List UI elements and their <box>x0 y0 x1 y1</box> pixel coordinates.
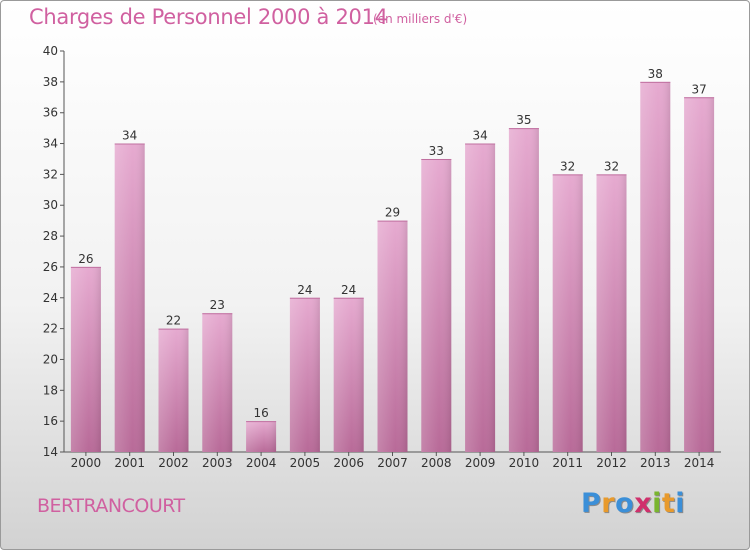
x-tick-label: 2000 <box>71 456 102 470</box>
bar-shade <box>552 174 583 452</box>
data-label: 26 <box>78 252 93 266</box>
x-tick-label: 2010 <box>509 456 540 470</box>
data-label: 37 <box>691 82 706 96</box>
data-label: 38 <box>648 67 663 81</box>
bars <box>70 81 715 453</box>
labels: 26 34 22 23 16 24 24 29 33 34 35 32 32 38 37 <box>78 67 706 420</box>
x-tick-label: 2003 <box>202 456 233 470</box>
x-tick-label: 2007 <box>377 456 408 470</box>
data-label: 24 <box>341 283 356 297</box>
logo-letter: t <box>661 488 676 519</box>
y-tick-label: 16 <box>43 414 58 428</box>
y-tick-label: 32 <box>43 167 58 181</box>
data-label: 16 <box>253 406 268 420</box>
logo-letter: i <box>652 488 662 519</box>
data-label: 24 <box>297 283 312 297</box>
data-label: 34 <box>472 129 487 143</box>
y-tick-label: 20 <box>43 352 58 366</box>
x-tick-label: 2009 <box>465 456 496 470</box>
bar-shade <box>421 158 452 452</box>
data-label: 29 <box>385 206 400 220</box>
bar-shade <box>640 81 671 452</box>
data-label: 22 <box>166 314 181 328</box>
bar-shade <box>333 297 364 452</box>
city-name: BERTRANCOURT <box>37 495 185 517</box>
axes: 14 16 18 20 22 24 26 28 30 32 34 36 38 40 2000 2001 2002… <box>43 44 721 470</box>
x-tick-label: 2004 <box>246 456 277 470</box>
logo-letter: x <box>634 488 653 519</box>
bar-shade <box>596 174 627 452</box>
y-tick-label: 28 <box>43 229 58 243</box>
y-tick-label: 26 <box>43 260 58 274</box>
x-tick-label: 2002 <box>158 456 189 470</box>
proxiti-logo: Proxiti <box>581 488 685 519</box>
bar-shade <box>246 421 277 452</box>
x-tick-label: 2005 <box>290 456 321 470</box>
x-tick-label: 2013 <box>640 456 671 470</box>
bar-shade <box>202 313 233 452</box>
bar-shade <box>289 297 320 452</box>
x-tick-label: 2006 <box>333 456 364 470</box>
data-label: 32 <box>604 159 619 173</box>
bar-shade <box>684 97 715 453</box>
bar-shade <box>114 143 145 453</box>
chart-subtitle: (en milliers d'€) <box>373 12 468 26</box>
data-label: 32 <box>560 159 575 173</box>
x-tick-label: 2011 <box>552 456 583 470</box>
bar-shade <box>465 143 496 453</box>
y-tick-label: 18 <box>43 383 58 397</box>
x-tick-label: 2014 <box>684 456 715 470</box>
y-tick-label: 24 <box>43 291 58 305</box>
chart-title: Charges de Personnel 2000 à 2014 <box>29 5 388 29</box>
data-label: 33 <box>429 144 444 158</box>
bar-shade <box>377 220 408 452</box>
data-label: 35 <box>516 113 531 127</box>
x-tick-label: 2001 <box>114 456 145 470</box>
x-tick-label: 2012 <box>596 456 627 470</box>
y-tick-label: 36 <box>43 106 58 120</box>
y-tick-label: 40 <box>43 44 58 58</box>
data-label: 23 <box>210 298 225 312</box>
y-tick-label: 30 <box>43 198 58 212</box>
logo-letter: P <box>581 488 602 519</box>
bar-shade <box>158 328 189 452</box>
y-tick-label: 22 <box>43 322 58 336</box>
logo-letter: i <box>675 488 686 519</box>
y-tick-label: 14 <box>43 445 58 459</box>
y-tick-label: 38 <box>43 75 58 89</box>
logo-letter: o <box>615 488 635 519</box>
y-tick-label: 34 <box>43 137 58 151</box>
bar-shade <box>70 266 101 452</box>
data-label: 34 <box>122 129 137 143</box>
bar-shade <box>508 128 539 452</box>
logo-letter: r <box>601 488 616 519</box>
x-tick-label: 2008 <box>421 456 452 470</box>
